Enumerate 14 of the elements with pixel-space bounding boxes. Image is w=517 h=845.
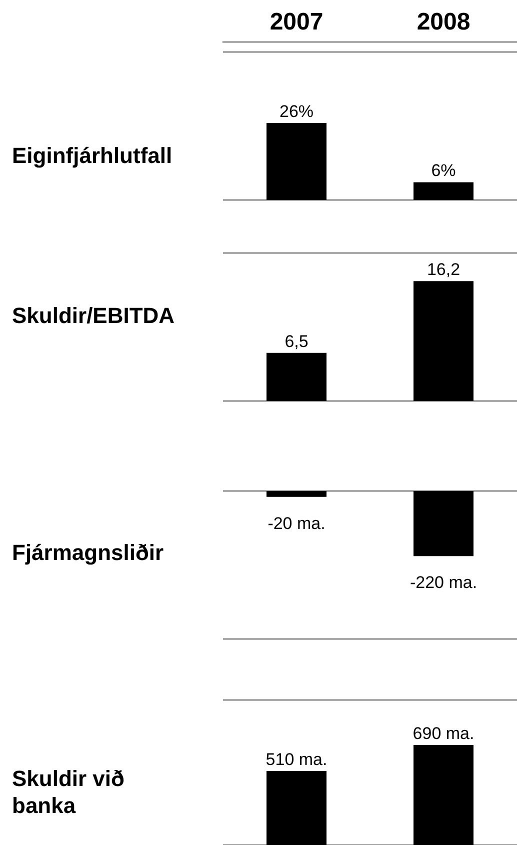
data-label: 510 ma. (266, 750, 328, 770)
data-label: 690 ma. (412, 724, 474, 743)
data-label: -220 ma. (410, 573, 478, 592)
data-label: 6,5 (284, 332, 308, 351)
data-label: -20 ma. (268, 514, 326, 533)
data-label: 26% (279, 102, 314, 122)
text: Eiginfjárhlutfall (12, 143, 172, 168)
text: Skuldir/EBITDA (12, 303, 175, 328)
x-tick-label: 2008 (416, 8, 470, 36)
text: Skuldir við banka (12, 766, 124, 818)
x-tick-label: 2007 (270, 8, 324, 36)
data-label: 6% (431, 161, 456, 180)
data-label: 16,2 (426, 260, 460, 280)
text: Fjármagnsliðir (12, 540, 164, 565)
